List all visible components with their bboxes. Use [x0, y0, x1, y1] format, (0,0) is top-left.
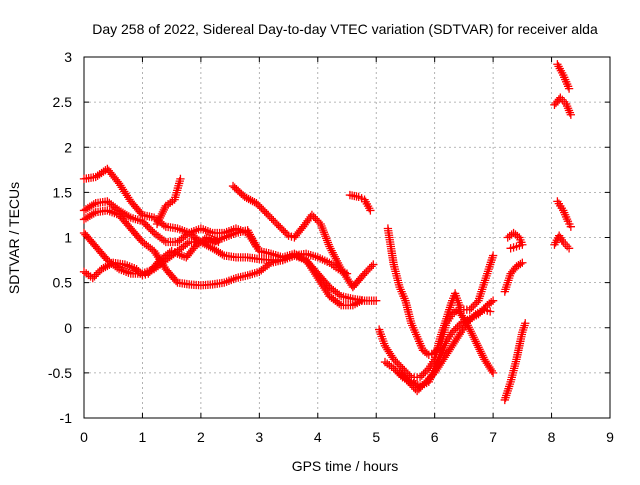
data-point	[486, 307, 495, 316]
series-track-19	[550, 231, 574, 253]
x-axis-label: GPS time / hours	[292, 458, 399, 474]
data-point	[260, 207, 269, 216]
data-point	[139, 218, 149, 228]
data-point	[232, 185, 241, 194]
data-point	[488, 368, 498, 378]
data-point	[258, 205, 268, 215]
x-tick-label: 9	[606, 429, 614, 445]
data-point	[566, 222, 575, 231]
data-point	[138, 217, 147, 226]
series-track-8	[345, 190, 375, 215]
data-point	[372, 296, 381, 305]
data-point	[252, 199, 261, 208]
chart-title: Day 258 of 2022, Sidereal Day-to-day VTE…	[92, 21, 598, 37]
grid	[84, 57, 610, 418]
x-tick-label: 6	[431, 429, 439, 445]
data-point	[214, 237, 223, 247]
series-track-7	[228, 181, 378, 292]
data-point	[233, 186, 243, 195]
x-tick-label: 1	[139, 429, 147, 445]
data-point	[277, 224, 287, 234]
data-point	[143, 222, 152, 231]
data-point	[566, 110, 575, 119]
x-tick-label: 7	[489, 429, 497, 445]
data-point	[253, 200, 263, 210]
y-tick-label: 0	[64, 320, 72, 336]
x-tick-label: 5	[372, 429, 380, 445]
data-point	[257, 204, 266, 213]
series-track-5	[79, 233, 223, 283]
data-point	[488, 296, 498, 305]
data-point	[366, 206, 375, 215]
data-point	[141, 220, 150, 229]
data-point	[518, 258, 527, 267]
y-axis-label: SDTVAR / TECUs	[6, 182, 22, 294]
data-point	[235, 188, 244, 197]
y-tick-label: 0.5	[53, 275, 73, 291]
data-point	[564, 84, 574, 93]
data-point	[506, 244, 515, 253]
data-point	[521, 319, 530, 328]
tick-labels: 0 1 2 3 4 5 6 7 8 9 -1 -0.5 0 0.5 1 1.5 2 2.5 3	[48, 49, 614, 445]
x-tick-label: 8	[548, 429, 556, 445]
x-tick-label: 2	[197, 429, 205, 445]
y-tick-label: 2	[64, 139, 72, 155]
data-point	[255, 202, 264, 211]
data-point	[146, 225, 155, 234]
data-point	[228, 181, 238, 191]
series-track-18	[553, 197, 575, 231]
data-point	[276, 223, 285, 232]
data-point	[262, 209, 271, 218]
y-tick-label: 3	[64, 49, 72, 65]
data-point	[148, 227, 157, 236]
series-track-13	[500, 319, 530, 405]
series-track-11	[374, 251, 498, 382]
series-track-17	[550, 93, 575, 119]
series-track-3	[79, 206, 381, 305]
data-point	[279, 226, 288, 235]
y-tick-label: -1	[60, 410, 73, 426]
data-point	[144, 223, 154, 233]
data-point	[369, 260, 378, 269]
data-point	[237, 189, 246, 198]
series-track-12	[395, 305, 495, 396]
data-point	[176, 174, 185, 183]
series-track-16	[553, 60, 574, 93]
data-point	[252, 242, 261, 251]
x-tick-label: 3	[255, 429, 263, 445]
data-point	[230, 183, 239, 192]
data-point	[488, 251, 498, 260]
y-tick-label: 1.5	[53, 184, 73, 200]
data-point	[282, 229, 292, 239]
data-point	[274, 221, 283, 230]
x-tick-label: 0	[80, 429, 88, 445]
data-point	[564, 244, 574, 253]
series-track-6	[152, 174, 185, 229]
data-point	[281, 228, 290, 237]
y-tick-label: 1	[64, 230, 72, 246]
series-track-15	[503, 228, 527, 253]
data-point	[272, 219, 282, 229]
y-tick-label: 2.5	[53, 94, 73, 110]
series-track-14	[500, 258, 527, 296]
y-tick-label: -0.5	[48, 365, 72, 381]
x-tick-label: 4	[314, 429, 322, 445]
data-series	[79, 60, 575, 405]
